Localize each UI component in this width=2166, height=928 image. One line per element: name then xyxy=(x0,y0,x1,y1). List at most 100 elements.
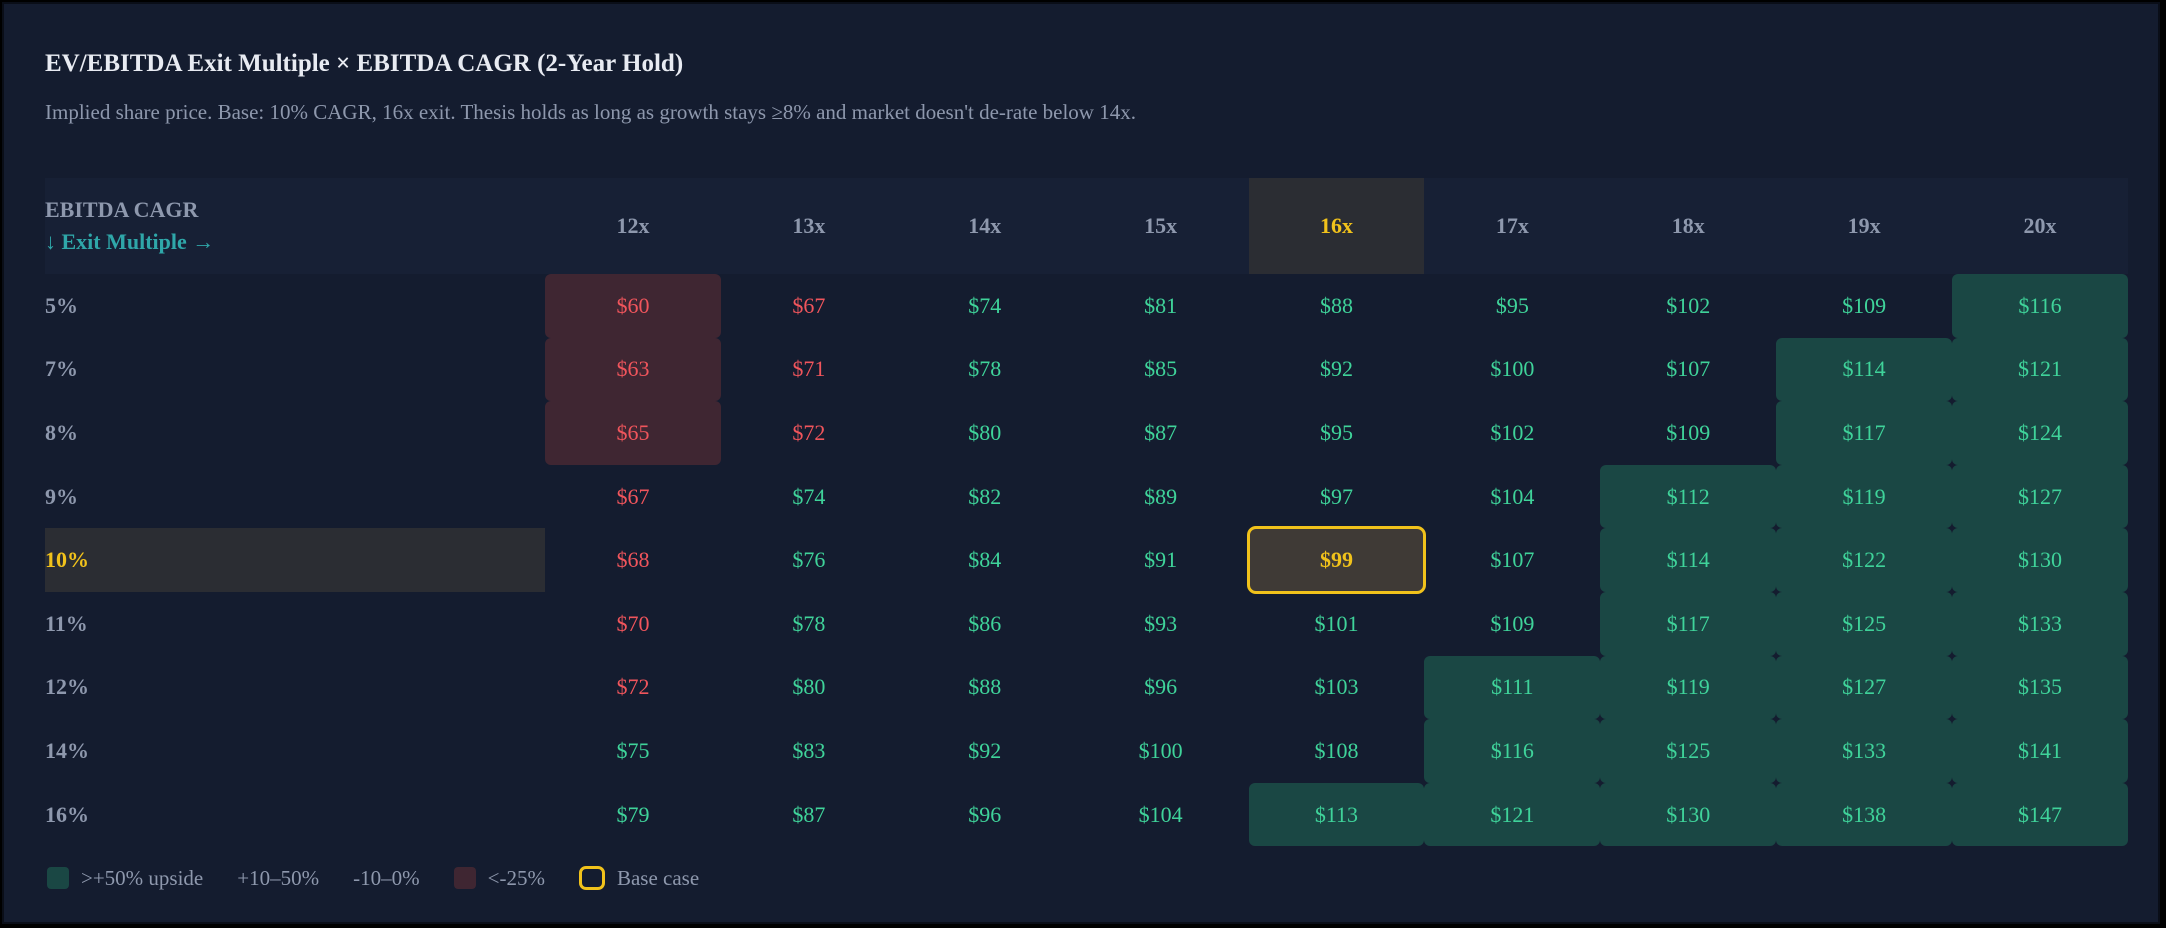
table-row: 10% $68 $76 $84 $91 $99 $107 $114 $122 $130 xyxy=(45,526,2128,594)
table-cell: $135 xyxy=(1952,655,2128,720)
cell-value: $80 xyxy=(968,419,1002,445)
cell-value: $99 xyxy=(1319,547,1353,573)
row-header: 16% xyxy=(45,782,545,847)
cell-value: $100 xyxy=(1138,737,1183,763)
table-row: 9% $67 $74 $82 $89 $97 $104 $112 $119 $127 xyxy=(45,464,2128,529)
table-cell: $147 xyxy=(1952,782,2128,847)
cell-value: $124 xyxy=(2018,419,2062,445)
table-cell: $80 xyxy=(897,401,1073,465)
cell-value: $133 xyxy=(1842,737,1887,763)
table-cell: $127 xyxy=(1776,655,1952,720)
cell-value: $102 xyxy=(1490,419,1535,445)
table-cell: $79 xyxy=(545,783,721,847)
table-cell: $67 xyxy=(721,274,897,338)
table-cell: $63 xyxy=(545,337,721,402)
cell-value: $87 xyxy=(1144,419,1178,445)
cell-value: $109 xyxy=(1490,610,1535,636)
cell-value: $63 xyxy=(616,356,650,382)
table-cell: $117 xyxy=(1600,591,1777,656)
legend-label: Base case xyxy=(616,865,700,890)
column-header: 18x xyxy=(1600,178,1777,274)
table-cell: $109 xyxy=(1424,592,1600,656)
cell-value: $116 xyxy=(1490,737,1534,763)
cell-value: $121 xyxy=(2018,356,2062,382)
row-header: 10% xyxy=(45,528,545,592)
column-header-row: EBITDA CAGR ↓ Exit Multiple → 12x 13x 14x 1… xyxy=(45,178,2128,274)
row-header: 5% xyxy=(45,274,545,338)
cell-value: $121 xyxy=(1490,801,1535,827)
legend-label: -10–0% xyxy=(353,865,420,890)
legend-label: <-25% xyxy=(487,865,545,890)
table-cell: $96 xyxy=(897,783,1073,847)
legend: >+50% upside +10–50% -10–0% <-25% Base case xyxy=(47,862,733,894)
cell-value: $100 xyxy=(1490,356,1535,382)
cell-value: $112 xyxy=(1666,483,1710,509)
cell-value: $95 xyxy=(1319,419,1353,445)
table-cell: $72 xyxy=(545,656,721,720)
table-cell: $124 xyxy=(1952,401,2128,465)
table-cell: $119 xyxy=(1600,655,1777,720)
legend-swatch xyxy=(453,867,476,889)
table-cell: $71 xyxy=(721,338,897,402)
cell-value: $76 xyxy=(792,547,826,573)
cell-value: $85 xyxy=(1144,356,1178,382)
table-cell: $87 xyxy=(721,783,897,847)
table-cell: $102 xyxy=(1600,274,1776,338)
cell-value: $125 xyxy=(1842,610,1887,636)
table-cell: $127 xyxy=(1952,464,2128,529)
table-cell: $92 xyxy=(897,719,1073,783)
cell-value: $82 xyxy=(968,483,1002,509)
table-cell: $117 xyxy=(1776,401,1952,465)
table-cell: $107 xyxy=(1424,528,1600,592)
table-cell: $83 xyxy=(721,719,897,783)
cell-value: $67 xyxy=(616,483,650,509)
cell-value: $103 xyxy=(1314,674,1359,700)
table-cell: $121 xyxy=(1424,782,1601,847)
table-cell: $116 xyxy=(1424,719,1601,783)
table-cell: $78 xyxy=(897,338,1073,402)
table-cell: $114 xyxy=(1600,528,1777,592)
table-cell: $85 xyxy=(1073,338,1249,402)
table-cell: $82 xyxy=(897,465,1073,529)
cell-value: $127 xyxy=(1842,674,1887,700)
legend-swatch xyxy=(47,867,69,889)
table-cell: $102 xyxy=(1424,401,1600,465)
cell-value: $107 xyxy=(1490,547,1535,573)
cell-value: $130 xyxy=(2018,547,2062,573)
cell-value: $116 xyxy=(2018,292,2062,318)
cell-value: $117 xyxy=(1666,610,1710,636)
cell-value: $67 xyxy=(792,292,826,318)
axis-corner-label: EBITDA CAGR ↓ Exit Multiple → xyxy=(45,178,545,274)
table-cell: $133 xyxy=(1952,591,2128,656)
table-row: 14% $75 $83 $92 $100 $108 $116 $125 $133 $141 xyxy=(45,719,2128,783)
table-cell: $76 xyxy=(721,528,897,592)
table-cell: $111 xyxy=(1424,655,1601,720)
legend-item: <-25% xyxy=(453,865,545,891)
table-cell: $125 xyxy=(1776,591,1952,656)
cell-value: $117 xyxy=(1842,419,1886,445)
table-cell: $87 xyxy=(1073,401,1249,465)
table-cell: $133 xyxy=(1776,719,1952,783)
table-row: 5% $60 $67 $74 $81 $88 $95 $102 $109 $116 xyxy=(45,274,2128,338)
cell-value: $86 xyxy=(968,610,1002,636)
legend-label: >+50% upside xyxy=(81,865,204,890)
sensitivity-table: EBITDA CAGR ↓ Exit Multiple → 12x 13x 14x 1… xyxy=(45,178,2128,847)
table-cell: $89 xyxy=(1073,465,1249,529)
table-cell: $81 xyxy=(1073,274,1249,338)
cell-value: $96 xyxy=(1144,674,1178,700)
cell-value: $88 xyxy=(1319,292,1353,318)
column-header: 19x xyxy=(1776,178,1952,274)
table-cell: $93 xyxy=(1073,592,1249,656)
row-header: 11% xyxy=(45,591,545,656)
column-header: 15x xyxy=(1072,178,1249,274)
cell-value: $125 xyxy=(1666,737,1711,763)
cell-value: $72 xyxy=(616,674,650,700)
cell-value: $102 xyxy=(1666,292,1711,318)
table-cell: $84 xyxy=(897,528,1073,592)
table-cell: $100 xyxy=(1424,338,1600,402)
cell-value: $79 xyxy=(616,801,650,827)
table-cell: $91 xyxy=(1073,528,1249,592)
chart-title: EV/EBITDA Exit Multiple × EBITDA CAGR (2… xyxy=(45,50,684,77)
row-header: 8% xyxy=(45,401,545,465)
cell-value: $109 xyxy=(1842,292,1887,318)
